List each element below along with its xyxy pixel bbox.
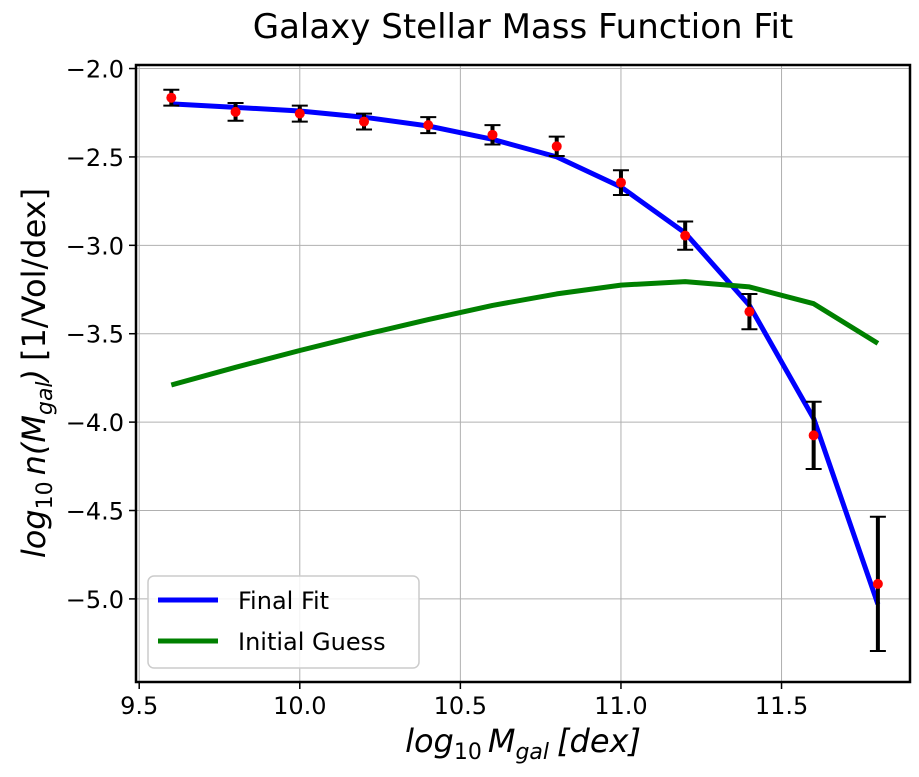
final-fit-line (171, 101, 881, 606)
y-axis-label-unit: [1/Vol/dex] (15, 188, 53, 361)
x-axis-label-sub: gal (515, 740, 549, 765)
series-lines (170, 101, 881, 606)
x-axis-label: log10 Mgal [dex] (405, 722, 641, 765)
data-point (294, 108, 305, 119)
y-axis-label-sub: gal (33, 381, 58, 415)
data-point (551, 141, 562, 152)
x-tick-label: 10.5 (434, 692, 487, 720)
y-axis-label-fn: n(M (15, 415, 53, 475)
x-axis-label-base: 10 (454, 740, 482, 765)
legend-label-final-fit: Final Fit (238, 587, 329, 615)
x-tick-label: 11.0 (594, 692, 647, 720)
y-tick-label: −4.5 (66, 498, 124, 526)
y-axis-label-close: ) (15, 369, 53, 383)
x-tick-label: 9.5 (120, 692, 158, 720)
y-axis-label-base: 10 (33, 481, 58, 509)
data-point (744, 306, 755, 317)
data-point (808, 430, 819, 441)
x-axis-label-unit: [dex] (557, 722, 641, 760)
chart-title: Galaxy Stellar Mass Function Fit (253, 7, 794, 47)
y-tick-label: −3.0 (66, 232, 124, 260)
legend: Final Fit Initial Guess (147, 575, 420, 669)
x-axis-ticks: 9.5 10.0 10.5 11.0 11.5 (120, 682, 808, 720)
y-axis-ticks: −2.0 −2.5 −3.0 −3.5 −4.0 −4.5 −5.0 (66, 56, 136, 614)
y-tick-label: −5.0 (66, 586, 124, 614)
data-point (872, 578, 883, 589)
y-tick-label: −4.0 (66, 409, 124, 437)
y-tick-label: −2.5 (66, 144, 124, 172)
plot-frame (134, 63, 912, 684)
initial-guess-line (170, 279, 880, 388)
y-axis-label-log: log (15, 509, 53, 558)
y-tick-label: −3.5 (66, 321, 124, 349)
x-tick-label: 11.5 (755, 692, 808, 720)
data-points (166, 92, 883, 589)
x-tick-label: 10.0 (273, 692, 326, 720)
data-point (680, 230, 691, 241)
data-point (230, 106, 241, 117)
data-point (487, 129, 498, 140)
x-axis-label-log: log (405, 722, 454, 760)
y-tick-label: −2.0 (66, 56, 124, 84)
y-axis-label: log10 n(Mgal) [1/Vol/dex] (15, 188, 58, 558)
data-point (423, 120, 434, 131)
error-bars (163, 88, 886, 653)
data-point (166, 92, 177, 103)
data-point (615, 177, 626, 188)
legend-label-initial-guess: Initial Guess (238, 628, 386, 656)
x-axis-label-var: M (488, 722, 516, 760)
data-point (359, 116, 370, 127)
